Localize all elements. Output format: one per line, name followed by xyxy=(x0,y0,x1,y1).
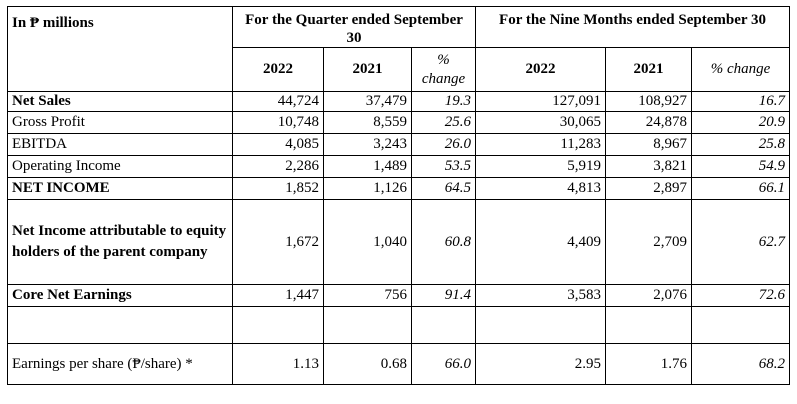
cell-nine-2022: 4,409 xyxy=(475,199,607,285)
table-row: Operating Income 2,286 1,489 53.5 5,919 … xyxy=(7,155,791,178)
row-label: NET INCOME xyxy=(7,177,233,200)
row-label: Earnings per share (₱/share) * xyxy=(7,343,233,385)
cell-nine-2022: 2.95 xyxy=(475,343,607,385)
header-row-columns: 2022 2021 % change 2022 2021 % change xyxy=(8,47,791,92)
cell-quarter-pct: 19.3 xyxy=(410,91,477,112)
cell-nine-2021: 1.76 xyxy=(605,343,693,385)
row-label: Gross Profit xyxy=(7,111,233,134)
table-row: Core Net Earnings 1,447 756 91.4 3,583 2… xyxy=(7,284,791,307)
row-label xyxy=(7,306,233,344)
cell-quarter-pct: 64.5 xyxy=(410,177,477,200)
table-row: Net Income attributable to equity holder… xyxy=(7,199,791,285)
cell-nine-pct: 16.7 xyxy=(691,91,791,112)
row-label: Core Net Earnings xyxy=(7,284,233,307)
cell-quarter-2021: 3,243 xyxy=(323,133,412,156)
table-row: NET INCOME 1,852 1,126 64.5 4,813 2,897 … xyxy=(7,177,791,200)
cell-nine-2021: 8,967 xyxy=(605,133,693,156)
table-row: EBITDA 4,085 3,243 26.0 11,283 8,967 25.… xyxy=(7,133,791,156)
cell-nine-2022: 127,091 xyxy=(475,91,607,112)
cell-quarter-2021: 0.68 xyxy=(323,343,412,385)
header-row-groups: In ₱ millions For the Quarter ended Sept… xyxy=(7,6,791,92)
col-nine-2022: 2022 xyxy=(475,47,607,92)
cell-quarter-2021: 8,559 xyxy=(323,111,412,134)
cell-quarter-2022: 44,724 xyxy=(232,91,324,112)
cell-quarter-2021: 1,489 xyxy=(323,155,412,178)
row-label: EBITDA xyxy=(7,133,233,156)
cell-quarter-2022 xyxy=(232,306,324,344)
cell-quarter-pct: 66.0 xyxy=(410,343,477,385)
table-row: Earnings per share (₱/share) * 1.13 0.68… xyxy=(7,343,791,385)
cell-quarter-pct: 53.5 xyxy=(410,155,477,178)
cell-nine-2022: 5,919 xyxy=(475,155,607,178)
cell-nine-pct: 66.1 xyxy=(691,177,791,200)
table-row: Gross Profit 10,748 8,559 25.6 30,065 24… xyxy=(7,111,791,134)
cell-quarter-2022: 4,085 xyxy=(232,133,324,156)
cell-nine-2022 xyxy=(475,306,607,344)
row-label: Net Income attributable to equity holder… xyxy=(7,199,233,285)
cell-quarter-2022: 1.13 xyxy=(232,343,324,385)
cell-nine-pct xyxy=(691,306,791,344)
cell-nine-2022: 3,583 xyxy=(475,284,607,307)
row-label: Net Sales xyxy=(7,91,233,112)
cell-nine-pct: 72.6 xyxy=(691,284,791,307)
cell-quarter-2021: 1,040 xyxy=(323,199,412,285)
financial-highlights-table: In ₱ millions For the Quarter ended Sept… xyxy=(7,6,791,385)
col-quarter-pct-change: % change xyxy=(410,47,477,92)
cell-nine-2021: 24,878 xyxy=(605,111,693,134)
cell-nine-2021: 2,709 xyxy=(605,199,693,285)
cell-nine-pct: 20.9 xyxy=(691,111,791,134)
cell-nine-2022: 11,283 xyxy=(475,133,607,156)
cell-nine-2021: 2,897 xyxy=(605,177,693,200)
row-label: Operating Income xyxy=(7,155,233,178)
cell-quarter-2022: 1,852 xyxy=(232,177,324,200)
quarter-group-header: For the Quarter ended September 30 xyxy=(231,6,477,48)
table-row-empty xyxy=(7,306,791,344)
cell-nine-2022: 4,813 xyxy=(475,177,607,200)
col-nine-pct-change: % change xyxy=(691,47,791,92)
cell-quarter-2022: 1,672 xyxy=(232,199,324,285)
cell-quarter-2021 xyxy=(323,306,412,344)
cell-nine-pct: 25.8 xyxy=(691,133,791,156)
cell-quarter-pct xyxy=(410,306,477,344)
cell-nine-2021: 108,927 xyxy=(605,91,693,112)
cell-quarter-2021: 1,126 xyxy=(323,177,412,200)
unit-label: In ₱ millions xyxy=(7,6,233,92)
cell-quarter-2021: 37,479 xyxy=(323,91,412,112)
cell-quarter-2022: 1,447 xyxy=(232,284,324,307)
cell-quarter-pct: 25.6 xyxy=(410,111,477,134)
col-quarter-2022: 2022 xyxy=(232,47,324,92)
cell-nine-pct: 62.7 xyxy=(691,199,791,285)
nine-months-group-header: For the Nine Months ended September 30 xyxy=(475,6,791,48)
cell-nine-pct: 68.2 xyxy=(691,343,791,385)
cell-quarter-2021: 756 xyxy=(323,284,412,307)
cell-nine-2021 xyxy=(605,306,693,344)
col-nine-2021: 2021 xyxy=(605,47,693,92)
cell-quarter-2022: 10,748 xyxy=(232,111,324,134)
cell-nine-2021: 2,076 xyxy=(605,284,693,307)
col-quarter-2021: 2021 xyxy=(323,47,412,92)
cell-quarter-pct: 26.0 xyxy=(410,133,477,156)
cell-quarter-pct: 91.4 xyxy=(410,284,477,307)
table-row: Net Sales 44,724 37,479 19.3 127,091 108… xyxy=(7,91,791,112)
cell-nine-pct: 54.9 xyxy=(691,155,791,178)
cell-nine-2021: 3,821 xyxy=(605,155,693,178)
cell-quarter-pct: 60.8 xyxy=(410,199,477,285)
cell-quarter-2022: 2,286 xyxy=(232,155,324,178)
cell-nine-2022: 30,065 xyxy=(475,111,607,134)
